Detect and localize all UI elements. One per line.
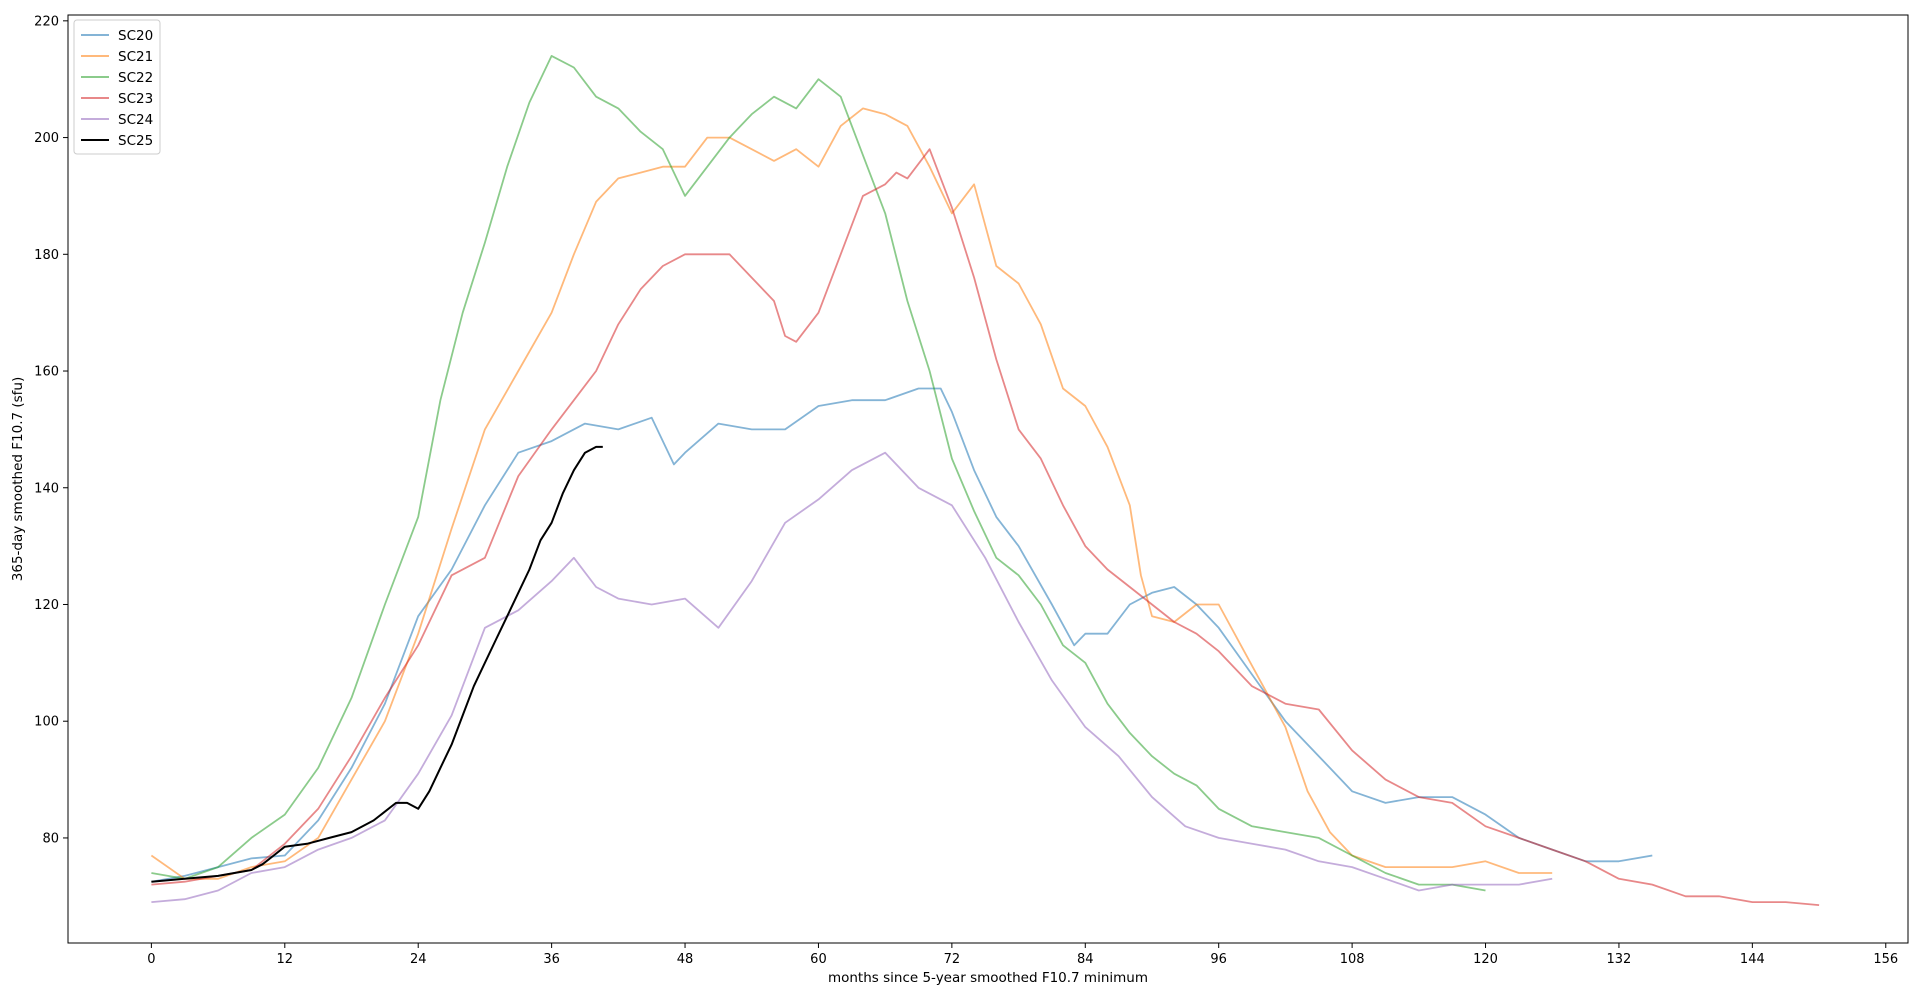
legend-label-sc24: SC24: [118, 112, 153, 128]
x-tick-label: 156: [1873, 952, 1898, 967]
y-tick-label: 120: [34, 598, 59, 613]
series-line-sc23: [151, 148, 1820, 906]
legend-label-sc20: SC20: [118, 28, 153, 44]
series-line-sc21: [150, 107, 1553, 880]
legend-label-sc21: SC21: [118, 49, 153, 65]
x-tick-label: 72: [944, 952, 961, 967]
y-tick-label: 100: [34, 715, 59, 730]
legend-label-sc22: SC22: [118, 70, 153, 86]
legend-label-sc23: SC23: [118, 91, 153, 107]
x-tick-label: 36: [543, 952, 560, 967]
x-tick-label: 48: [677, 952, 694, 967]
series-line-sc20: [151, 387, 1653, 883]
y-axis-label: 365-day smoothed F10.7 (sfu): [10, 377, 26, 581]
x-axis-ticks: 0 12 24 36 48 60 72 84 96 108 120 132 144 156: [147, 943, 1898, 967]
x-tick-label: 60: [810, 952, 827, 967]
x-tick-label: 120: [1473, 952, 1498, 967]
legend-label-sc25: SC25: [118, 133, 153, 149]
y-tick-label: 180: [34, 248, 59, 263]
y-tick-label: 220: [34, 14, 59, 29]
x-axis-label: months since 5-year smoothed F10.7 minim…: [828, 970, 1148, 986]
plot-frame: [67, 14, 1909, 944]
x-tick-label: 0: [147, 952, 155, 967]
y-tick-label: 140: [34, 481, 59, 496]
x-tick-label: 108: [1340, 952, 1365, 967]
plot-area: [150, 55, 1820, 906]
x-tick-label: 12: [277, 952, 294, 967]
y-tick-label: 200: [34, 131, 59, 146]
y-axis-ticks: 80 100 120 140 160 180 200 220: [34, 14, 68, 846]
legend-box: [73, 19, 161, 155]
x-tick-label: 144: [1740, 952, 1765, 967]
x-tick-label: 24: [410, 952, 427, 967]
y-tick-label: 160: [34, 365, 59, 380]
legend: SC20 SC21 SC22 SC23 SC24 SC25: [73, 19, 161, 155]
series-line-sc24: [151, 451, 1553, 903]
x-tick-label: 84: [1077, 952, 1094, 967]
series-line-sc25: [151, 445, 603, 883]
x-tick-label: 96: [1210, 952, 1227, 967]
y-tick-label: 80: [42, 831, 59, 846]
series-line-sc22: [151, 55, 1486, 892]
x-tick-label: 132: [1607, 952, 1632, 967]
